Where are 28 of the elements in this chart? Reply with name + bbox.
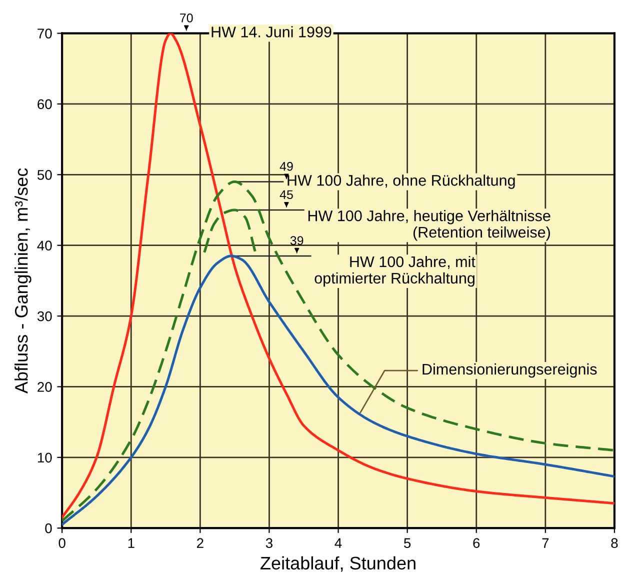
x-tick-label: 2 (197, 538, 204, 548)
x-tick-label: 1 (128, 538, 134, 548)
text: HW 14. Juni 1999 (212, 26, 332, 38)
y-tick-label: 0 (45, 523, 52, 534)
y-tick-label: 10 (38, 452, 52, 463)
text: HW 100 Jahre, ohne Rückhaltung (288, 174, 515, 189)
x-tick-label: 4 (334, 538, 342, 548)
y-tick-label: 70 (38, 28, 52, 38)
annotation: 49 (280, 162, 293, 171)
x-tick-label: 0 (58, 538, 66, 548)
y-tick-label: 30 (37, 311, 52, 322)
y-tick-label: 50 (37, 170, 52, 180)
x-tick-label: 3 (266, 538, 272, 548)
x-tick-label: 8 (611, 538, 618, 548)
y-tick-label: 40 (37, 240, 52, 251)
x-tick-label: 7 (542, 538, 549, 548)
annotation: 39 (290, 236, 304, 245)
y-tick-label: 20 (38, 382, 52, 392)
x-tick-label: 6 (473, 538, 480, 548)
x-axis-title: Zeitablauf, Stunden (260, 556, 416, 572)
y-tick-label: 60 (38, 99, 52, 110)
annotation: 45 (280, 190, 293, 200)
annotation: 70 (180, 13, 193, 22)
y-axis-title: Abfluss - Ganglinien, m³/sec (14, 168, 32, 394)
x-tick-label: 5 (404, 538, 411, 548)
text: HW 100 Jahre, mit optimierter Rückhaltung (314, 256, 476, 287)
annotation: Dimensionierungsereignis (422, 363, 597, 378)
text: HW 100 Jahre, heutige Verhältnisse (Retention teilweise) (308, 210, 550, 241)
